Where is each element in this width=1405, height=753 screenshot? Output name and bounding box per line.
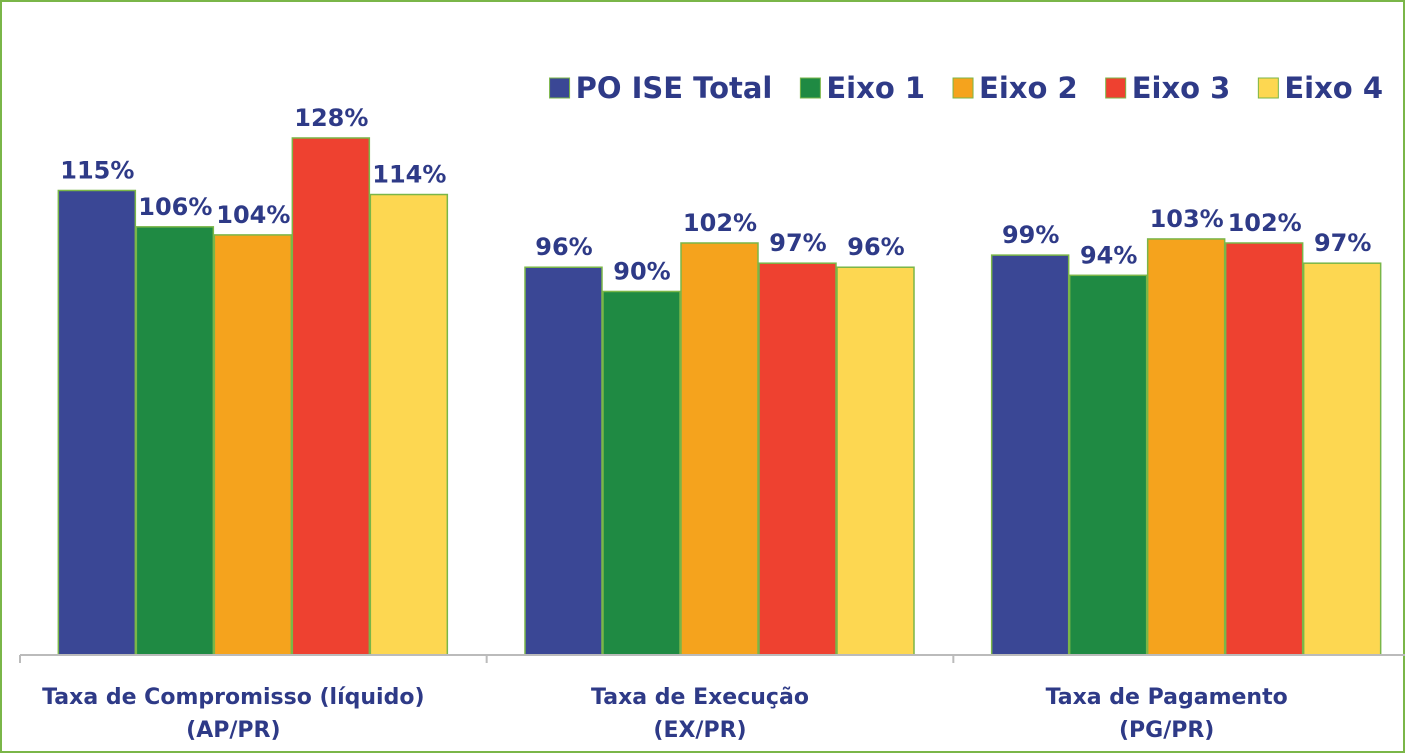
- bar: [990, 254, 1070, 656]
- legend-label: Eixo 4: [1284, 71, 1383, 105]
- data-label: 128%: [294, 104, 368, 132]
- bar: [291, 137, 371, 656]
- bar: [524, 266, 603, 656]
- bar: [369, 193, 449, 656]
- legend-label: PO ISE Total: [576, 71, 773, 105]
- data-label: 96%: [535, 233, 592, 261]
- bar: [1302, 262, 1382, 656]
- bar: [680, 242, 759, 656]
- x-tick-label: (AP/PR): [186, 718, 280, 743]
- bar: [1146, 238, 1226, 656]
- data-label: 106%: [138, 193, 212, 221]
- data-label: 102%: [683, 209, 757, 237]
- data-label: 102%: [1228, 209, 1302, 237]
- x-tick-label: Taxa de Pagamento: [1046, 685, 1288, 710]
- legend-swatch: [549, 77, 571, 99]
- bar: [836, 266, 915, 656]
- x-tick-label: Taxa de Execução: [591, 685, 809, 710]
- legend-swatch: [799, 77, 821, 99]
- data-label: 94%: [1080, 241, 1137, 269]
- data-label: 104%: [216, 201, 290, 229]
- bar: [758, 262, 837, 656]
- x-tick-label: Taxa de Compromisso (líquido): [42, 685, 424, 710]
- data-label: 114%: [372, 161, 446, 189]
- data-label: 90%: [613, 257, 670, 285]
- legend-label: Eixo 2: [979, 71, 1078, 105]
- bar: [135, 226, 215, 656]
- data-label: 99%: [1002, 221, 1059, 249]
- legend-swatch: [1257, 77, 1279, 99]
- x-tick-label: (EX/PR): [653, 718, 746, 743]
- bar: [213, 234, 293, 656]
- legend-label: Eixo 1: [826, 71, 925, 105]
- bar: [1068, 274, 1148, 656]
- bar: [1224, 242, 1304, 656]
- data-label: 103%: [1150, 205, 1224, 233]
- data-label: 97%: [769, 229, 826, 257]
- data-label: 115%: [60, 156, 134, 184]
- legend-swatch: [1105, 77, 1127, 99]
- bar: [57, 189, 137, 656]
- data-label: 97%: [1314, 229, 1371, 257]
- bar: [602, 290, 681, 656]
- legend-label: Eixo 3: [1132, 71, 1231, 105]
- data-label: 96%: [847, 233, 904, 261]
- legend-swatch: [952, 77, 974, 99]
- x-tick-label: (PG/PR): [1119, 718, 1214, 743]
